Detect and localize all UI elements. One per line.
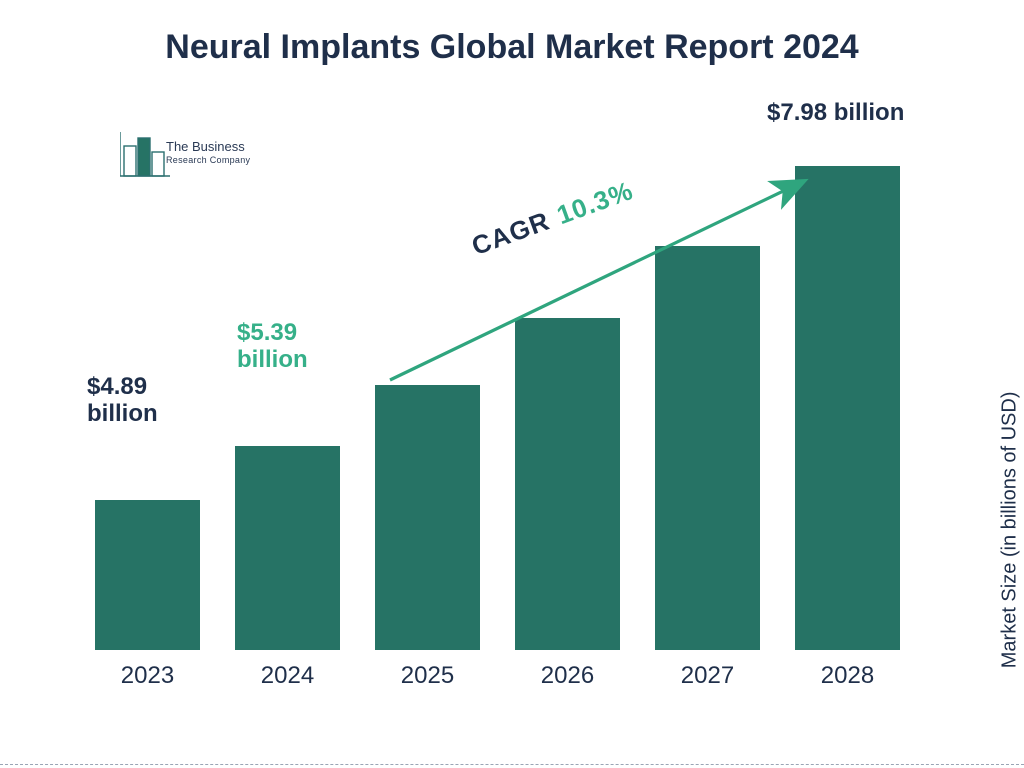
bottom-divider — [0, 764, 1024, 765]
x-tick-label: 2026 — [498, 662, 638, 690]
y-axis-label: Market Size (in billions of USD) — [999, 392, 1022, 669]
plot-area: $4.89billion$5.39billion$7.98 billion — [95, 110, 935, 650]
chart-title: Neural Implants Global Market Report 202… — [0, 28, 1024, 67]
bar — [655, 246, 760, 650]
x-tick-label: 2024 — [218, 662, 358, 690]
bar-chart: $4.89billion$5.39billion$7.98 billion 20… — [95, 110, 935, 690]
x-tick-label: 2027 — [638, 662, 778, 690]
bar — [375, 385, 480, 650]
x-tick-label: 2028 — [778, 662, 918, 690]
bar — [795, 166, 900, 650]
x-tick-label: 2025 — [358, 662, 498, 690]
bar — [235, 446, 340, 650]
value-label: $4.89billion — [87, 373, 237, 428]
bar — [515, 318, 620, 650]
value-label: $7.98 billion — [767, 99, 967, 127]
bar — [95, 500, 200, 650]
x-tick-label: 2023 — [78, 662, 218, 690]
value-label: $5.39billion — [237, 319, 387, 374]
